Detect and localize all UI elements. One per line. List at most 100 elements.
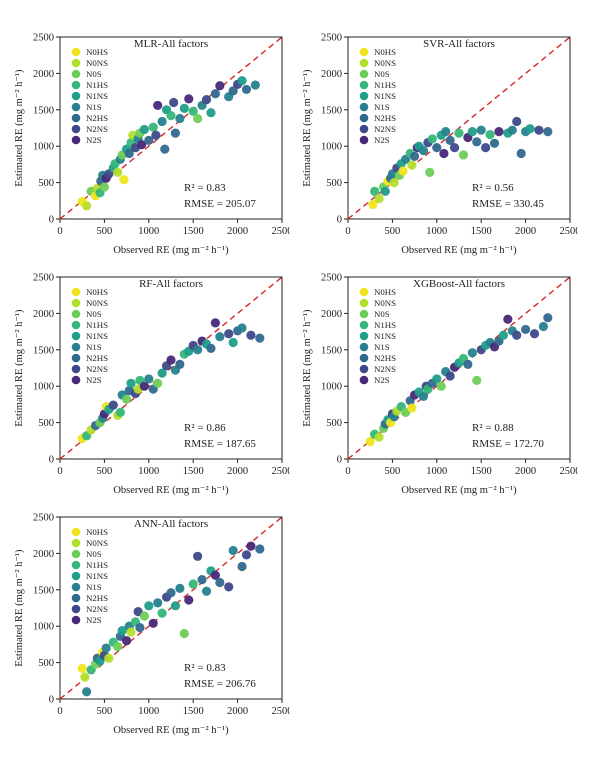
data-point bbox=[237, 76, 247, 86]
x-tick-label: 2000 bbox=[227, 226, 248, 237]
legend-marker bbox=[359, 135, 369, 145]
data-point bbox=[169, 97, 179, 108]
legend-marker bbox=[71, 593, 81, 603]
data-point bbox=[157, 116, 167, 127]
data-point bbox=[170, 128, 181, 138]
legend-label: N2S bbox=[86, 135, 102, 145]
data-point bbox=[201, 586, 212, 596]
legend-label: N0NS bbox=[374, 298, 396, 308]
data-point bbox=[151, 130, 161, 140]
legend-marker bbox=[71, 287, 81, 297]
y-axis-label: Estimated RE (mg m⁻² h⁻¹) bbox=[302, 69, 313, 187]
legend-marker bbox=[359, 342, 369, 352]
data-point bbox=[246, 330, 256, 340]
legend-marker bbox=[71, 80, 81, 90]
x-tick-label: 2000 bbox=[515, 226, 536, 237]
data-point bbox=[503, 314, 513, 324]
plot-frame bbox=[347, 36, 571, 220]
data-point bbox=[113, 167, 123, 178]
data-point bbox=[179, 103, 189, 113]
rmse-label: RMSE = 187.65 bbox=[184, 438, 256, 450]
legend-label: N1HS bbox=[374, 320, 396, 330]
data-point bbox=[99, 182, 109, 192]
y-tick-label: 1500 bbox=[33, 345, 54, 356]
legend-label: N1S bbox=[374, 342, 390, 352]
y-tick-label: 2000 bbox=[33, 309, 54, 320]
legend-label: N0NS bbox=[374, 58, 396, 68]
data-point bbox=[432, 143, 442, 153]
y-tick-label: 1500 bbox=[321, 105, 342, 116]
data-point bbox=[418, 145, 429, 156]
y-tick-label: 0 bbox=[337, 215, 342, 226]
chart-title: ANN-All factors bbox=[134, 518, 208, 530]
y-axis-label: Estimated RE (mg m⁻² h⁻¹) bbox=[14, 549, 25, 667]
legend-label: N0HS bbox=[374, 287, 396, 297]
y-tick-label: 1500 bbox=[33, 585, 54, 596]
x-tick-label: 0 bbox=[345, 226, 350, 237]
legend-marker bbox=[71, 298, 81, 308]
y-tick-label: 500 bbox=[38, 418, 54, 429]
legend-label: N0S bbox=[374, 69, 390, 79]
r2-label: R² = 0.83 bbox=[184, 662, 226, 674]
legend-marker bbox=[71, 560, 81, 570]
x-tick-label: 0 bbox=[345, 466, 350, 477]
y-tick-label: 500 bbox=[326, 418, 342, 429]
legend-marker bbox=[359, 58, 369, 68]
x-tick-label: 1000 bbox=[138, 466, 159, 477]
legend-label: N2S bbox=[86, 615, 102, 625]
data-point bbox=[538, 321, 548, 332]
legend-marker bbox=[71, 538, 81, 548]
data-point bbox=[115, 407, 125, 418]
data-point bbox=[398, 166, 408, 176]
y-tick-label: 500 bbox=[38, 178, 54, 189]
legend-label: N0S bbox=[86, 309, 102, 319]
legend-marker bbox=[71, 58, 81, 68]
data-point bbox=[215, 332, 225, 342]
legend-label: N0HS bbox=[86, 47, 108, 57]
legend-label: N1S bbox=[86, 582, 102, 592]
legend-label: N0HS bbox=[374, 47, 396, 57]
x-tick-label: 500 bbox=[97, 466, 113, 477]
data-point bbox=[237, 561, 247, 572]
legend-label: N2HS bbox=[86, 113, 108, 123]
x-tick-label: 2000 bbox=[515, 466, 536, 477]
legend-label: N1HS bbox=[86, 560, 108, 570]
data-point bbox=[148, 122, 158, 132]
data-point bbox=[124, 148, 134, 159]
data-point bbox=[241, 84, 252, 95]
x-axis-label: Observed RE (mg m⁻² h⁻¹) bbox=[113, 245, 229, 256]
legend-marker bbox=[359, 124, 369, 134]
legend-marker bbox=[359, 298, 369, 308]
data-point bbox=[543, 313, 553, 323]
x-axis-label: Observed RE (mg m⁻² h⁻¹) bbox=[401, 245, 517, 256]
x-tick-label: 2500 bbox=[272, 706, 291, 717]
x-tick-label: 2000 bbox=[227, 466, 248, 477]
data-point bbox=[425, 167, 435, 178]
data-point bbox=[166, 588, 176, 598]
data-point bbox=[365, 436, 375, 447]
data-point bbox=[126, 627, 136, 637]
data-point bbox=[516, 148, 526, 159]
data-point bbox=[439, 148, 449, 159]
legend-marker bbox=[359, 309, 369, 319]
data-point bbox=[188, 106, 198, 116]
legend-marker bbox=[359, 375, 369, 385]
x-tick-label: 0 bbox=[57, 466, 62, 477]
data-point bbox=[101, 643, 111, 653]
x-tick-label: 2500 bbox=[560, 466, 579, 477]
plot-frame bbox=[59, 36, 283, 220]
legend-label: N2S bbox=[374, 375, 390, 385]
y-axis-label: Estimated RE (mg m⁻² h⁻¹) bbox=[302, 309, 313, 427]
y-tick-label: 500 bbox=[38, 658, 54, 669]
data-point bbox=[166, 355, 176, 365]
legend-label: N1S bbox=[374, 102, 390, 112]
chart-title: SVR-All factors bbox=[423, 38, 495, 50]
y-tick-label: 2500 bbox=[33, 273, 54, 284]
legend-label: N2HS bbox=[374, 113, 396, 123]
legend-label: N2NS bbox=[86, 124, 108, 134]
y-tick-label: 2500 bbox=[321, 33, 342, 44]
data-point bbox=[135, 623, 145, 633]
data-point bbox=[476, 125, 486, 135]
data-point bbox=[407, 403, 417, 413]
data-point bbox=[148, 618, 158, 628]
